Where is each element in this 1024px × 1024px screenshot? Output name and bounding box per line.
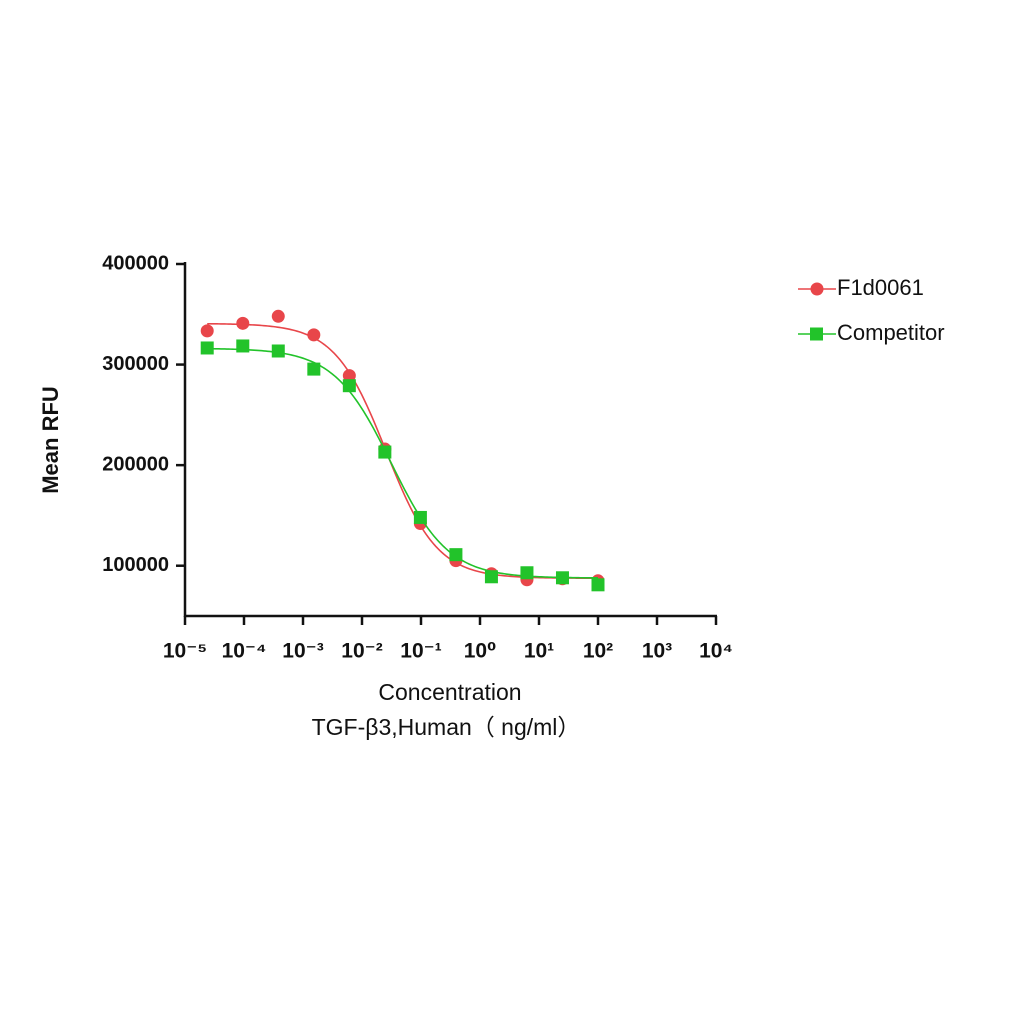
marker-square bbox=[307, 362, 321, 376]
legend-label: Competitor bbox=[837, 320, 945, 345]
marker-square bbox=[484, 570, 498, 584]
marker-circle bbox=[236, 316, 250, 330]
x-tick-label: 10⁻¹ bbox=[400, 640, 441, 663]
marker-square bbox=[413, 510, 427, 524]
y-tick-label: 100000 bbox=[102, 554, 169, 576]
y-tick-label: 200000 bbox=[102, 453, 169, 475]
x-tick-label: 10¹ bbox=[524, 640, 554, 663]
marker-circle bbox=[307, 328, 321, 342]
marker-circle bbox=[342, 369, 356, 383]
x-tick-label: 10⁻⁴ bbox=[222, 640, 267, 663]
x-tick-label: 10² bbox=[583, 640, 613, 663]
x-axis-title: Concentration bbox=[378, 679, 521, 705]
legend-marker bbox=[810, 327, 823, 341]
marker-square bbox=[591, 578, 605, 592]
marker-square bbox=[200, 341, 214, 355]
fit-curve bbox=[207, 347, 599, 579]
marker-square bbox=[449, 548, 463, 562]
marker-square bbox=[342, 379, 356, 393]
x-tick-label: 10⁻³ bbox=[282, 640, 323, 663]
x-tick-label: 10⁻⁵ bbox=[163, 640, 207, 663]
legend-label: F1d0061 bbox=[837, 275, 924, 300]
marker-square bbox=[378, 445, 392, 459]
marker-square bbox=[520, 566, 534, 580]
marker-circle bbox=[200, 324, 214, 338]
legend-marker bbox=[810, 282, 824, 296]
x-tick-label: 10⁴ bbox=[699, 640, 733, 663]
y-tick-label: 400000 bbox=[102, 252, 169, 274]
marker-square bbox=[271, 344, 285, 358]
x-tick-label: 10⁰ bbox=[464, 640, 497, 663]
x-tick-label: 10³ bbox=[642, 640, 672, 663]
y-axis-title: Mean RFU bbox=[38, 386, 63, 494]
marker-circle bbox=[271, 309, 285, 323]
x-tick-label: 10⁻² bbox=[341, 640, 382, 663]
x-axis-subtitle: TGF-β3,Human（ ng/ml） bbox=[312, 714, 581, 740]
fit-curve bbox=[207, 322, 598, 580]
y-tick-label: 300000 bbox=[102, 353, 169, 375]
marker-square bbox=[555, 571, 569, 585]
marker-square bbox=[236, 339, 250, 353]
